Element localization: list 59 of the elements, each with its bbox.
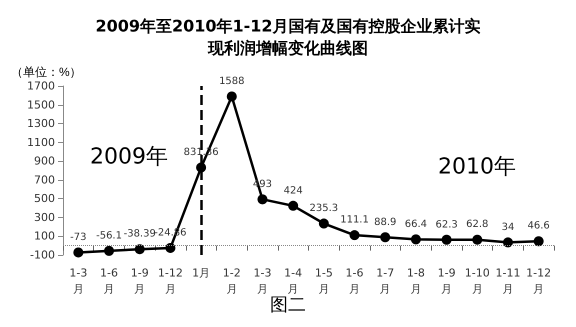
annotation: 2010年 — [438, 154, 516, 180]
x-tick-label: 1-9月 — [130, 266, 149, 296]
point — [380, 232, 390, 242]
chart-title: 2009年至2010年1-12月国有及国有控股企业累计实现利润增幅变化曲线图 — [95, 16, 481, 58]
point — [534, 236, 544, 246]
y-tick-label: 900 — [34, 154, 55, 168]
point — [104, 246, 114, 256]
x-tick-label: 1-6月 — [346, 266, 364, 296]
point — [165, 242, 176, 253]
y-tick-label: 1300 — [27, 117, 55, 130]
point — [472, 234, 482, 245]
x-tick-label: 1-2月 — [222, 266, 241, 296]
data-label: 235.3 — [310, 203, 338, 214]
x-tick-label: 1-9月 — [438, 266, 456, 296]
data-label: 62.3 — [435, 219, 458, 230]
point — [288, 200, 298, 211]
data-label: 1588 — [219, 76, 245, 88]
x-tick-label: 1-11月 — [495, 266, 520, 296]
annotation: 2009年 — [90, 144, 168, 170]
x-tick-label: 1-8月 — [406, 266, 425, 296]
x-tick-label: 1-7月 — [376, 266, 394, 296]
x-tick-label: 1-3月 — [253, 266, 272, 296]
x-tick-label: 1-10月 — [464, 266, 490, 296]
data-label: -56.1 — [96, 230, 122, 242]
point — [442, 234, 452, 245]
text: 图二 — [270, 294, 306, 316]
x-tick-label: 1-12月 — [526, 266, 552, 296]
point — [410, 234, 421, 244]
y-tick-label: 1100 — [27, 136, 55, 149]
y-axis-title: （单位：%） — [11, 65, 82, 79]
point — [73, 247, 84, 258]
data-label: 111.1 — [340, 214, 369, 226]
point — [226, 92, 237, 102]
y-tick-label: -100 — [30, 248, 55, 262]
data-label: -73 — [70, 232, 87, 243]
data-label: 66.4 — [404, 218, 428, 230]
point — [502, 237, 513, 248]
data-label: 424 — [284, 185, 303, 196]
point — [318, 218, 329, 229]
x-tick-label: 1-4月 — [284, 266, 302, 296]
y-tick-label: 100 — [34, 230, 55, 243]
y-tick-label: 700 — [34, 173, 55, 186]
y-tick-label: 500 — [34, 192, 55, 206]
y-tick-label: 300 — [34, 210, 55, 224]
x-tick-label: 1-3月 — [69, 266, 88, 296]
point — [350, 230, 360, 240]
y-tick-label: 1700 — [27, 80, 55, 92]
point — [134, 244, 145, 254]
x-tick-label: 1-5月 — [314, 266, 333, 296]
x-tick-label: 1月 — [192, 266, 210, 280]
data-label: 62.8 — [466, 219, 488, 230]
data-label: -38.39 — [124, 228, 156, 240]
data-label: 46.6 — [528, 220, 550, 232]
x-tick-label: 1-12月 — [158, 266, 183, 296]
y-tick-label: 1500 — [27, 98, 55, 112]
data-label: 34 — [502, 222, 514, 233]
data-label: 88.9 — [374, 216, 396, 228]
point — [257, 194, 268, 204]
x-tick-label: 1-6月 — [100, 266, 118, 296]
